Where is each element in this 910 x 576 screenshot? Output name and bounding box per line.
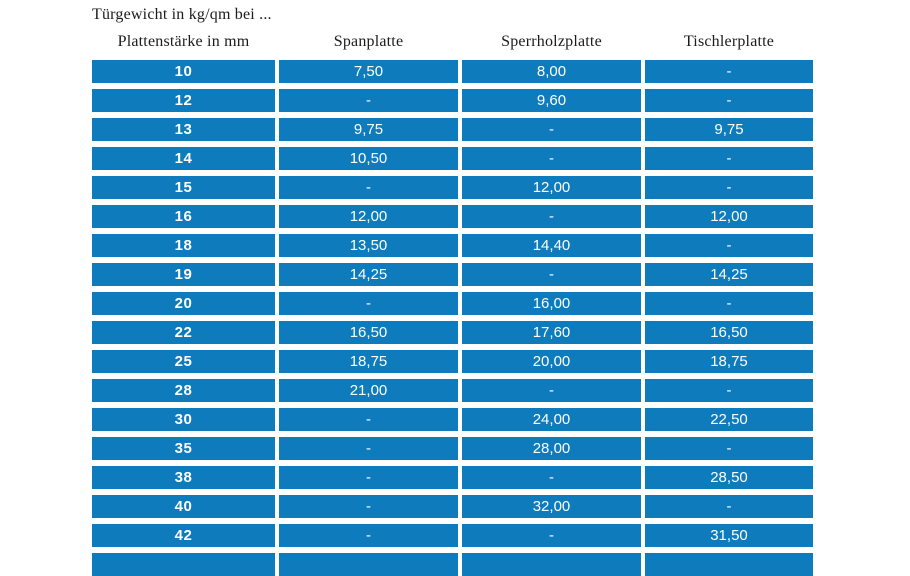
value-cell: - <box>645 379 813 402</box>
value-cell: 12,00 <box>462 176 641 199</box>
table-row: 12-9,60- <box>92 89 813 112</box>
table-row: 10 7,50 8,00- <box>92 60 813 83</box>
value-cell: 14,25 <box>279 263 458 286</box>
value-cell: 12,00 <box>279 205 458 228</box>
table-row: 30-24,00 22,50 <box>92 408 813 431</box>
thickness-cell: 10 <box>92 60 275 83</box>
thickness-cell: 38 <box>92 466 275 489</box>
table-row: 38- -28,50 <box>92 466 813 489</box>
table-row: 19 14,25-14,25 <box>92 263 813 286</box>
thickness-cell: 42 <box>92 524 275 547</box>
value-cell: - <box>462 118 641 141</box>
value-cell: - <box>462 524 641 547</box>
value-cell: 32,00 <box>462 495 641 518</box>
value-cell: 24,00 <box>462 408 641 431</box>
column-header-spanplatte: Spanplatte <box>333 33 404 50</box>
thickness-cell: 12 <box>92 89 275 112</box>
value-cell <box>279 553 458 576</box>
column-header-plattenstaerke: Plattenstärke in mm <box>117 33 250 50</box>
value-cell: - <box>279 176 458 199</box>
value-cell: - <box>645 495 813 518</box>
table-row: 42- -31,50 <box>92 524 813 547</box>
thickness-cell: 28 <box>92 379 275 402</box>
value-cell: - <box>279 408 458 431</box>
thickness-cell: 14 <box>92 147 275 170</box>
value-cell: - <box>279 466 458 489</box>
value-cell: 10,50 <box>279 147 458 170</box>
value-cell: - <box>279 495 458 518</box>
value-cell: - <box>645 234 813 257</box>
value-cell: 28,50 <box>645 466 813 489</box>
value-cell: 8,00 <box>462 60 641 83</box>
value-cell: 9,60 <box>462 89 641 112</box>
value-cell <box>645 553 813 576</box>
table-header: Plattenstärke in mm Spanplatte Sperrholz… <box>92 33 813 51</box>
table-row: 14 10,50- - <box>92 147 813 170</box>
thickness-cell: 35 <box>92 437 275 460</box>
column-header-tischlerplatte: Tischlerplatte <box>683 33 775 50</box>
table-row: 35-28,00- <box>92 437 813 460</box>
thickness-cell: 13 <box>92 118 275 141</box>
value-cell: 31,50 <box>645 524 813 547</box>
thickness-cell: 25 <box>92 350 275 373</box>
value-cell: - <box>645 147 813 170</box>
table-row: 16 12,00-12,00 <box>92 205 813 228</box>
value-cell: 9,75 <box>279 118 458 141</box>
thickness-cell: 40 <box>92 495 275 518</box>
value-cell: 18,75 <box>279 350 458 373</box>
thickness-cell: 18 <box>92 234 275 257</box>
table-body: 10 7,50 8,00-12-9,60-13 9,75-9,75 14 10,50- -1… <box>92 60 813 576</box>
value-cell: - <box>462 379 641 402</box>
thickness-cell: 20 <box>92 292 275 315</box>
value-cell: 18,75 <box>645 350 813 373</box>
table-row: 18 13,50 14,40- <box>92 234 813 257</box>
table-row-partial <box>92 553 813 576</box>
value-cell: - <box>279 524 458 547</box>
value-cell: 28,00 <box>462 437 641 460</box>
value-cell: - <box>279 292 458 315</box>
value-cell: - <box>462 263 641 286</box>
value-cell: 22,50 <box>645 408 813 431</box>
value-cell: 14,40 <box>462 234 641 257</box>
thickness-cell <box>92 553 275 576</box>
value-cell: - <box>645 89 813 112</box>
value-cell: 16,50 <box>279 321 458 344</box>
thickness-cell: 22 <box>92 321 275 344</box>
value-cell: 17,60 <box>462 321 641 344</box>
table-row: 22 16,50 17,60 16,50 <box>92 321 813 344</box>
value-cell: 20,00 <box>462 350 641 373</box>
page-title: Türgewicht in kg/qm bei ... <box>92 6 272 23</box>
value-cell: 13,50 <box>279 234 458 257</box>
value-cell: - <box>645 176 813 199</box>
value-cell: 16,50 <box>645 321 813 344</box>
value-cell: - <box>645 60 813 83</box>
thickness-cell: 16 <box>92 205 275 228</box>
value-cell: 14,25 <box>645 263 813 286</box>
value-cell: 21,00 <box>279 379 458 402</box>
value-cell: - <box>645 437 813 460</box>
table-row: 20-16,00- <box>92 292 813 315</box>
value-cell: - <box>462 466 641 489</box>
value-cell: 16,00 <box>462 292 641 315</box>
table-row: 15-12,00- <box>92 176 813 199</box>
table-row: 13 9,75-9,75 <box>92 118 813 141</box>
value-cell: - <box>462 205 641 228</box>
thickness-cell: 30 <box>92 408 275 431</box>
value-cell: 12,00 <box>645 205 813 228</box>
thickness-cell: 15 <box>92 176 275 199</box>
value-cell: 9,75 <box>645 118 813 141</box>
value-cell <box>462 553 641 576</box>
table-row: 40-32,00- <box>92 495 813 518</box>
table-row: 28 21,00- - <box>92 379 813 402</box>
table-row: 25 18,75 20,00 18,75 <box>92 350 813 373</box>
value-cell: - <box>279 437 458 460</box>
thickness-cell: 19 <box>92 263 275 286</box>
column-header-sperrholzplatte: Sperrholzplatte <box>501 33 602 50</box>
value-cell: - <box>279 89 458 112</box>
value-cell: - <box>462 147 641 170</box>
value-cell: - <box>645 292 813 315</box>
value-cell: 7,50 <box>279 60 458 83</box>
